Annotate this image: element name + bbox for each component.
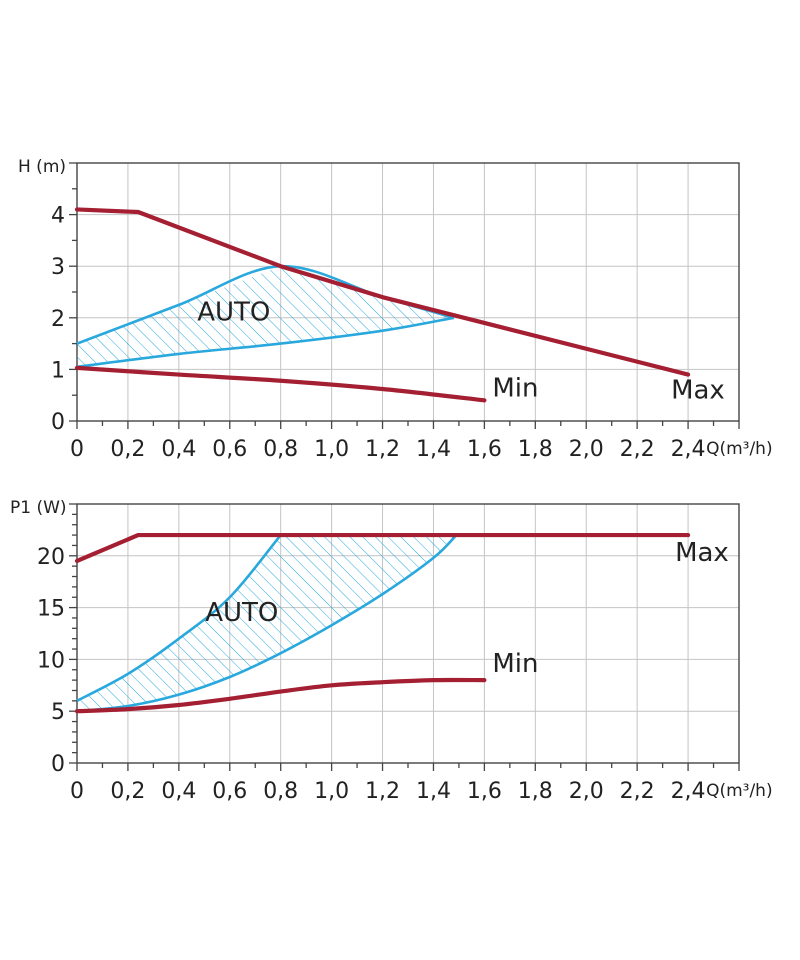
y-tick-label: 0	[51, 410, 65, 435]
auto-upper-boundary	[76, 534, 282, 702]
max-curve-label: Max	[675, 538, 729, 568]
head-flow-chart: 0 1 2 3 4 0 0,2 0,4 0,6 0,8 1,0 1,2 1,4 1,6 1,8 2,0 2,2 2…	[18, 157, 773, 462]
x-tick-label: 1,2	[365, 437, 400, 462]
x-tick-label: 2,0	[569, 437, 604, 462]
y-tick-label: 10	[37, 648, 65, 673]
x-tick-label: 0,6	[212, 437, 247, 462]
x-tick-label: 0	[70, 437, 84, 462]
x-tick-label: 1,0	[314, 437, 349, 462]
x-tick-label: 1,6	[467, 437, 502, 462]
x-tick-label: 2,4	[671, 779, 706, 804]
y-tick-label: 4	[51, 204, 65, 229]
y-tick-label: 5	[51, 700, 65, 725]
x-tick-label: 1,4	[416, 779, 451, 804]
power-flow-chart: 0 5 10 15 20 0 0,2 0,4 0,6 0,8 1,0 1,2 1,4 1,6 1,8 2,0 2…	[10, 498, 773, 804]
y-tick-label: 20	[37, 545, 65, 570]
x-tick-label: 1,2	[365, 779, 400, 804]
min-curve	[74, 365, 487, 403]
x-tick-label: 0,8	[263, 437, 298, 462]
x-tick-label: 2,2	[620, 779, 655, 804]
x-tick-label: 0,8	[263, 779, 298, 804]
grid-lines	[76, 162, 740, 422]
x-tick-label: 0,2	[110, 437, 145, 462]
x-tick-label: 1,8	[518, 779, 553, 804]
x-axis-title: Q(m³/h)	[706, 781, 773, 801]
min-curve	[74, 677, 487, 714]
x-tick-label: 0	[70, 779, 84, 804]
y-axis-title: P1 (W)	[10, 498, 67, 518]
y-tick-label: 2	[51, 307, 65, 332]
min-curve-label: Min	[492, 373, 538, 403]
x-tick-label: 1,8	[518, 437, 553, 462]
x-tick-label: 1,6	[467, 779, 502, 804]
x-tick-label: 2,0	[569, 779, 604, 804]
max-curve	[74, 532, 691, 564]
auto-hatched-region	[77, 535, 457, 712]
y-tick-label: 1	[51, 358, 65, 383]
x-tick-label: 2,4	[671, 437, 706, 462]
y-tick-label: 0	[51, 752, 65, 777]
x-tick-label: 0,6	[212, 779, 247, 804]
y-tick-label: 15	[37, 597, 65, 622]
auto-lower-boundary	[76, 534, 458, 713]
y-axis-title: H (m)	[18, 157, 66, 177]
y-tick-label: 3	[51, 255, 65, 280]
max-curve	[74, 207, 691, 377]
min-curve-label: Min	[492, 649, 538, 679]
x-tick-label: 0,4	[161, 437, 196, 462]
x-tick-label: 2,2	[620, 437, 655, 462]
auto-region-label: AUTO	[205, 598, 278, 628]
auto-region-label: AUTO	[197, 298, 270, 328]
x-axis-title: Q(m³/h)	[706, 439, 773, 459]
x-tick-label: 0,4	[161, 779, 196, 804]
x-tick-label: 1,0	[314, 779, 349, 804]
auto-lower-boundary	[76, 316, 455, 369]
x-tick-label: 1,4	[416, 437, 451, 462]
max-curve-label: Max	[671, 376, 725, 406]
x-tick-label: 0,2	[110, 779, 145, 804]
plot-frame	[76, 162, 740, 422]
